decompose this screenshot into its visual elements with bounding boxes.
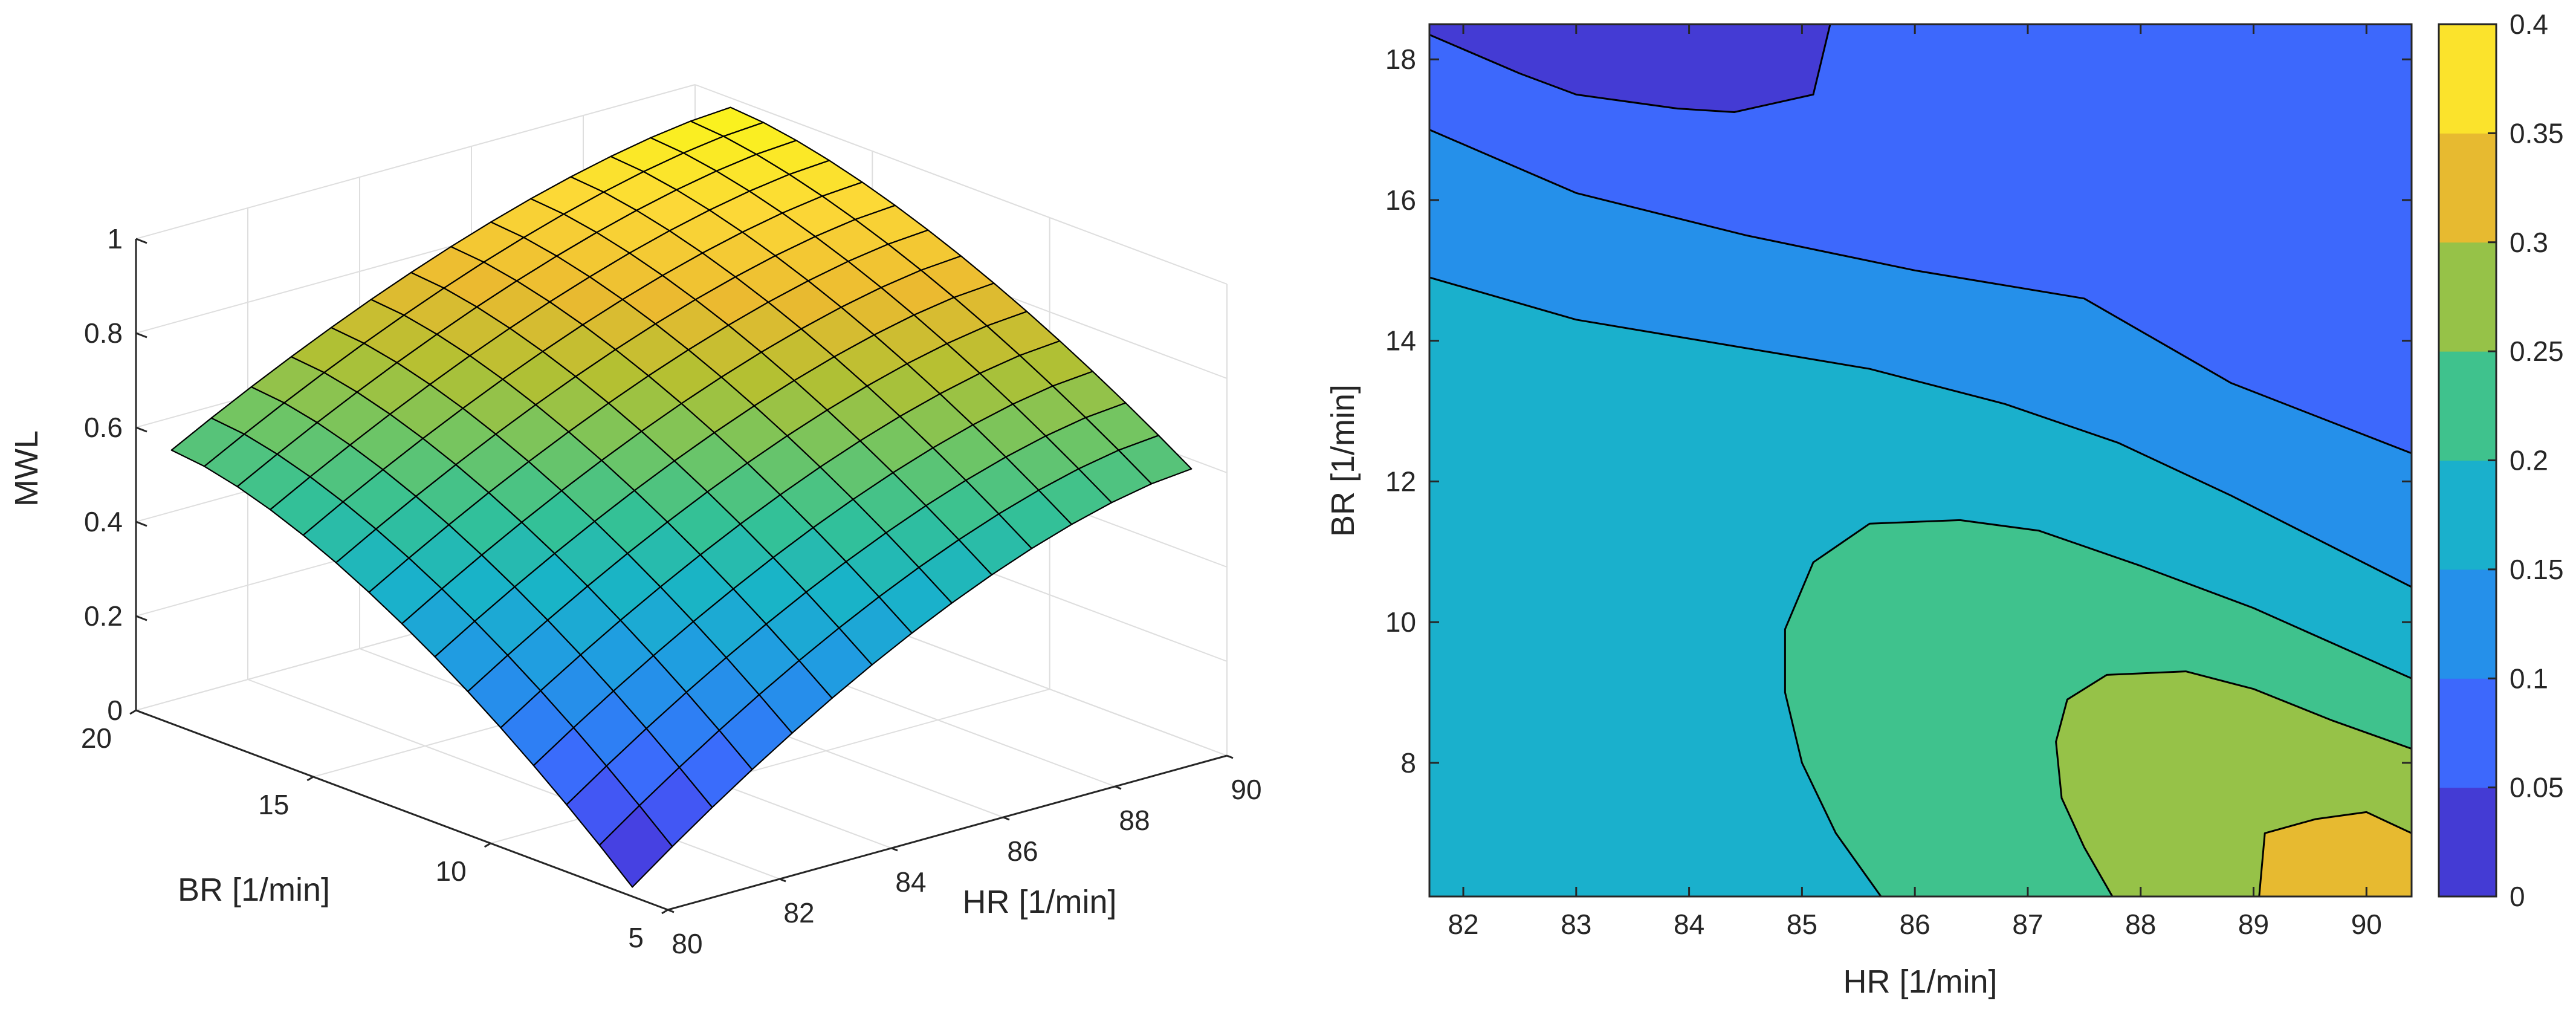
colorbar-tick-label: 0.2 bbox=[2510, 445, 2548, 476]
contour-x-tick-label: 82 bbox=[1448, 909, 1478, 940]
hr-tick-mark bbox=[779, 878, 786, 883]
br-tick-mark bbox=[306, 776, 314, 782]
hr-tick-mark bbox=[1115, 785, 1122, 790]
colorbar-band bbox=[2439, 569, 2496, 679]
z-tick-label: 0.4 bbox=[84, 506, 123, 537]
z-tick-label: 0.2 bbox=[84, 600, 123, 632]
surface-axes bbox=[135, 239, 1228, 911]
contour-x-tick-label: 89 bbox=[2238, 909, 2269, 940]
contour-line bbox=[1429, 24, 1831, 113]
contour-line bbox=[2055, 670, 2412, 896]
contour-x-tick-label: 87 bbox=[2012, 909, 2043, 940]
hr-axis-line bbox=[667, 754, 1228, 911]
contour-y-tick-label: 18 bbox=[1385, 44, 1416, 75]
contour-axes-box bbox=[1428, 23, 2413, 898]
colorbar-band bbox=[2439, 242, 2496, 352]
br-tick-label: 10 bbox=[435, 855, 466, 887]
z-tick-mark bbox=[135, 615, 147, 621]
hr-tick-mark bbox=[667, 909, 675, 913]
z-tick-label: 1 bbox=[107, 223, 123, 254]
colorbar-band bbox=[2439, 787, 2496, 897]
grid-line bbox=[247, 679, 780, 880]
surface-patch bbox=[1118, 435, 1193, 485]
hr-tick-label: 86 bbox=[1007, 835, 1038, 867]
colorbar-band bbox=[2439, 24, 2496, 134]
colorbar-tick-label: 0.3 bbox=[2510, 227, 2548, 258]
z-axis-label: MWL bbox=[8, 430, 45, 507]
contour-x-tick-label: 88 bbox=[2125, 909, 2156, 940]
z-tick-mark bbox=[135, 332, 147, 339]
br-tick-label: 20 bbox=[81, 722, 112, 754]
contour-y-axis-label: BR [1/min] bbox=[1325, 384, 1361, 537]
br-tick-mark bbox=[484, 842, 491, 848]
colorbar-band bbox=[2439, 460, 2496, 570]
colorbar-tick-label: 0.25 bbox=[2510, 336, 2564, 367]
contour-x-axis-label: HR [1/min] bbox=[1843, 964, 1997, 1000]
contour-fills bbox=[1429, 24, 2412, 896]
colorbar-tick-label: 0.15 bbox=[2510, 554, 2564, 585]
hr-tick-mark bbox=[1226, 754, 1234, 759]
colorbar-band bbox=[2439, 351, 2496, 461]
contour-line bbox=[1429, 129, 2412, 455]
contour-line bbox=[2258, 811, 2412, 896]
contour-line bbox=[1784, 519, 2412, 896]
br-tick-mark bbox=[661, 909, 668, 915]
contour-lines bbox=[1429, 24, 2412, 896]
br-tick-label: 15 bbox=[258, 789, 289, 820]
br-tick-mark bbox=[129, 709, 137, 715]
contour-tick-labels: 82 83 84 85 86 87 88 89 90 8 10 12 14 16 18 bbox=[1385, 24, 2412, 940]
hr-tick-label: 88 bbox=[1119, 805, 1150, 836]
colorbar-band bbox=[2439, 678, 2496, 788]
contour-x-tick-label: 83 bbox=[1561, 909, 1591, 940]
hr-tick-label: 82 bbox=[783, 897, 814, 929]
contour-y-tick-label: 8 bbox=[1400, 747, 1416, 779]
contour-y-tick-label: 14 bbox=[1385, 325, 1416, 357]
grid-line bbox=[135, 84, 696, 239]
surface-tick-labels: 80 82 84 86 88 90 5 10 15 200 0.2 0.4 0.6 0.8 1 bbox=[81, 223, 1262, 959]
contour-x-tick-label: 84 bbox=[1674, 909, 1704, 940]
grid-line bbox=[694, 84, 1228, 285]
contour-y-tick-label: 10 bbox=[1385, 606, 1416, 638]
hr-tick-mark bbox=[1003, 816, 1010, 821]
br-axis-label: BR [1/min] bbox=[178, 872, 330, 908]
contour-x-tick-label: 90 bbox=[2351, 909, 2382, 940]
z-tick-label: 0.8 bbox=[84, 317, 123, 349]
mwl-surface bbox=[170, 106, 1193, 888]
z-tick-mark bbox=[135, 238, 147, 244]
z-tick-mark bbox=[135, 520, 147, 527]
contour-x-tick-label: 86 bbox=[1900, 909, 1930, 940]
contour-y-tick-label: 12 bbox=[1385, 465, 1416, 497]
br-axis-line bbox=[135, 709, 668, 911]
hr-tick-mark bbox=[891, 847, 898, 852]
surface-plot: 80 82 84 86 88 90 5 10 15 200 0.2 0.4 0.6 0.8 1 MWL BR… bbox=[8, 84, 1262, 959]
z-tick-mark bbox=[135, 426, 147, 433]
contour-band bbox=[2259, 812, 2412, 896]
hr-tick-label: 80 bbox=[672, 928, 702, 959]
hr-tick-label: 84 bbox=[895, 866, 926, 898]
z-tick-label: 0 bbox=[107, 695, 123, 726]
contour-plot: 82 83 84 85 86 87 88 89 90 8 10 12 14 16 18 HR [1/min]… bbox=[1325, 8, 2564, 1000]
hr-axis-label: HR [1/min] bbox=[962, 884, 1116, 920]
colorbar-tick-label: 0 bbox=[2510, 881, 2525, 912]
colorbar-tick-label: 0.4 bbox=[2510, 8, 2548, 40]
contour-y-tick-label: 16 bbox=[1385, 184, 1416, 216]
z-tick-label: 0.6 bbox=[84, 412, 123, 443]
contour-line bbox=[1429, 276, 2412, 588]
hr-tick-label: 90 bbox=[1231, 774, 1261, 805]
contour-x-tick-label: 85 bbox=[1787, 909, 1817, 940]
z-tick-mark bbox=[135, 709, 147, 716]
br-tick-label: 5 bbox=[628, 922, 644, 953]
contour-band bbox=[1429, 24, 1831, 112]
colorbar: 0 0.05 0.1 0.15 0.2 0.25 0.3 0.35 0.4 bbox=[2438, 8, 2564, 912]
colorbar-tick-label: 0.35 bbox=[2510, 117, 2564, 149]
colorbar-tick-label: 0.05 bbox=[2510, 772, 2564, 803]
colorbar-tick-label: 0.1 bbox=[2510, 663, 2548, 694]
colorbar-band bbox=[2439, 133, 2496, 243]
